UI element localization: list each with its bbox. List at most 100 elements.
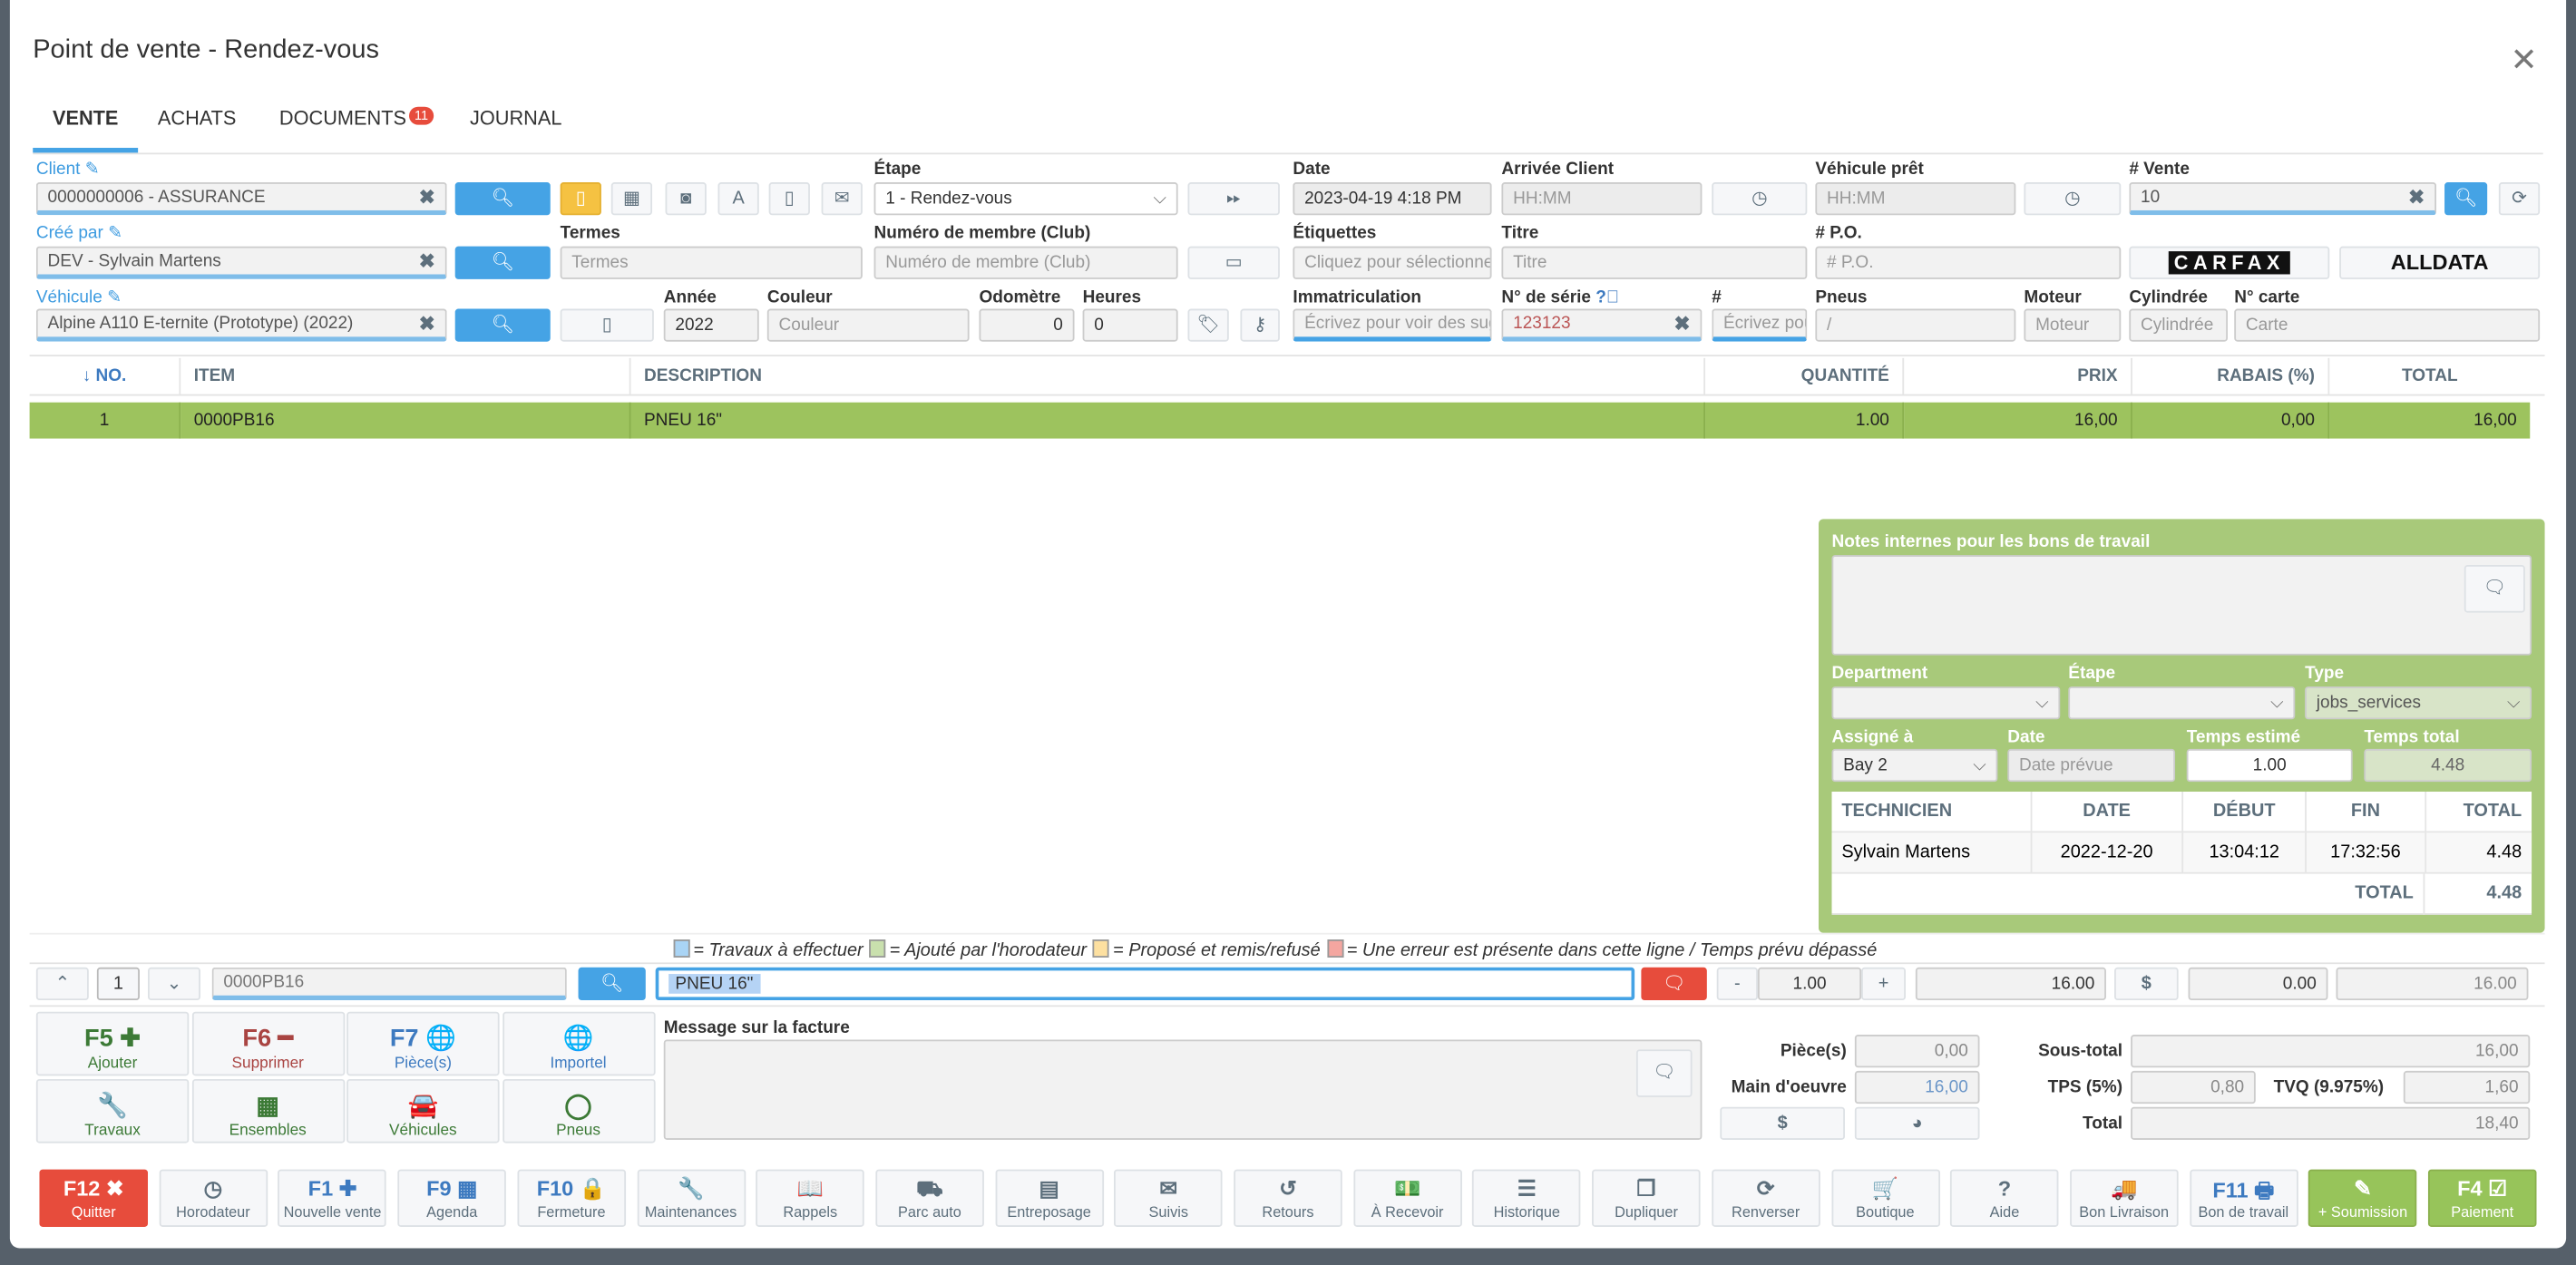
cylindree-field[interactable]: Cylindrée [2129,308,2228,342]
toolbar-bon-livraison-button[interactable]: 🚚 Bon Livraison [2069,1169,2179,1227]
carte-field[interactable]: Carte [2234,308,2541,342]
notes-textarea[interactable] [1831,555,2532,656]
arrivee-field[interactable]: HH:MM [1501,182,1703,216]
comment-icon[interactable]: 🗨︎ [1641,967,1707,1001]
vehicule-field[interactable]: Alpine A110 E-ternite (Prototype) (2022)… [35,308,447,342]
toolbar-rappels-button[interactable]: 📖 Rappels [756,1169,865,1227]
phone-icon[interactable]: ▯ [768,182,810,216]
chevron-down-icon[interactable]: ⌄ [148,967,200,1001]
etape-select[interactable]: 1 - Rendez-vous [873,182,1178,216]
department-select[interactable] [1831,686,2061,720]
toolbar-nouvelle-vente-button[interactable]: F1 ✚ Nouvelle vente [278,1169,387,1227]
titre-field[interactable]: Titre [1501,246,1808,279]
clock-icon[interactable]: ◷ [2024,182,2122,216]
client-field[interactable]: 0000000006 - ASSURANCE ✖ [35,182,447,216]
clear-icon[interactable]: ✖ [418,185,435,209]
price-field[interactable]: 16.00 [1915,967,2106,1001]
hash-field[interactable]: Écrivez pour voir [1712,308,1808,342]
toolbar-entreposage-button[interactable]: ▤ Entreposage [994,1169,1104,1227]
column-header-item[interactable]: ITEM [181,357,631,394]
comment-icon[interactable]: 🗨︎ [1635,1049,1693,1097]
toolbar-soumission-button[interactable]: ✎ + Soumission [2308,1169,2417,1227]
envelope-icon[interactable]: ✉ [821,182,863,216]
toolbar-parc-auto-button[interactable]: ⛟ Parc auto [875,1169,984,1227]
heures-field[interactable]: 0 [1082,308,1178,342]
toolbar-paiement-button[interactable]: F4 ☑ Paiement [2427,1169,2537,1227]
credit-card-icon[interactable]: ▭ [1187,246,1280,279]
alldata-button[interactable]: ALLDATA [2339,246,2541,279]
etiquettes-field[interactable]: Cliquez pour sélectionner [1293,246,1492,279]
annee-field[interactable]: 2022 [663,308,759,342]
action-pices-button[interactable]: F7 🌐 Pièce(s) [346,1011,500,1076]
column-header-total[interactable]: TOTAL [2401,365,2458,386]
refresh-icon[interactable]: ⟳ [2498,182,2541,216]
chevron-up-icon[interactable]: ⌃ [35,967,89,1001]
cree-par-search-button[interactable]: 🔍︎ [454,246,551,279]
column-header-prix[interactable]: PRIX [1904,357,2132,394]
type-select[interactable]: jobs_services [2305,686,2532,720]
pie-chart-icon[interactable]: ◕ [1854,1106,1980,1140]
dollar-icon[interactable]: $ [1720,1106,1845,1140]
qty-minus-button[interactable]: - [1716,967,1758,1001]
temps-estime-field[interactable]: 1.00 [2186,748,2353,783]
action-ensembles-button[interactable]: ▦ Ensembles [191,1078,345,1143]
toolbar-boutique-button[interactable]: 🛒 Boutique [1830,1169,1940,1227]
message-textarea[interactable] [663,1039,1703,1140]
tab-journal[interactable]: JOURNAL [470,106,562,131]
vehicule-label[interactable]: Véhicule ✎ [35,287,122,307]
vehicule-pret-field[interactable]: HH:MM [1815,182,2016,216]
note-icon[interactable]: ▯ [560,182,601,216]
tab-documents[interactable]: DOCUMENTS 11 [279,106,434,130]
assigne-select[interactable]: Bay 2 [1831,748,1998,783]
toolbar-agenda-button[interactable]: F9 ▦ Agenda [397,1169,507,1227]
toolbar-recevoir-button[interactable]: 💵 À Recevoir [1352,1169,1462,1227]
toolbar-dupliquer-button[interactable]: ❐ Dupliquer [1592,1169,1701,1227]
note-icon[interactable]: ▯ [560,308,654,342]
action-supprimer-button[interactable]: F6 ━ Supprimer [191,1011,345,1076]
cree-par-label[interactable]: Créé par ✎ [35,223,123,244]
column-header-rabais[interactable]: RABAIS (%) [2132,357,2330,394]
discount-field[interactable]: 0.00 [2188,967,2328,1001]
po-field[interactable]: # P.O. [1815,246,2122,279]
vente-search-button[interactable]: 🔍︎ [2444,182,2488,216]
vehicule-search-button[interactable]: 🔍︎ [454,308,551,342]
technician-row[interactable]: Sylvain Martens 2022-12-20 13:04:12 17:3… [1831,832,2532,874]
dollar-icon[interactable]: $ [2114,967,2179,1001]
clear-icon[interactable]: ✖ [1673,312,1691,336]
action-ajouter-button[interactable]: F5 ✚ Ajouter [35,1011,190,1076]
tab-vente[interactable]: VENTE [52,106,119,131]
column-header-no[interactable]: ↓ NO. [30,357,181,394]
toolbar-retours-button[interactable]: ↺ Retours [1234,1169,1342,1227]
clock-icon[interactable]: ◷ [1712,182,1808,216]
toolbar-horodateur-button[interactable]: ◷ Horodateur [159,1169,268,1227]
client-label[interactable]: Client ✎ [35,159,100,180]
carfax-button[interactable]: CARFAX [2129,246,2330,279]
moteur-field[interactable]: Moteur [2024,308,2122,342]
client-search-button[interactable]: 🔍︎ [454,182,551,216]
vente-field[interactable]: 10 ✖ [2129,182,2437,216]
item-field[interactable]: 0000PB16 [211,967,567,1001]
cree-par-field[interactable]: DEV - Sylvain Martens ✖ [35,246,447,279]
toolbar-fermeture-button[interactable]: F10 🔒 Fermeture [517,1169,626,1227]
money-icon[interactable]: ◙ [665,182,707,216]
qty-plus-button[interactable]: + [1861,967,1906,1001]
help-icon[interactable]: ?⃝ [1595,287,1620,307]
action-travaux-button[interactable]: 🔧 Travaux [35,1078,190,1143]
termes-field[interactable]: Termes [560,246,863,279]
clear-icon[interactable]: ✖ [418,249,435,273]
column-header-quantite[interactable]: QUANTITÉ [1705,357,1905,394]
clear-icon[interactable]: ✖ [418,312,435,336]
action-importel-button[interactable]: 🌐 Importel [502,1011,655,1076]
line-number[interactable]: 1 [96,967,140,1001]
membre-field[interactable]: Numéro de membre (Club) [873,246,1178,279]
column-header-description[interactable]: DESCRIPTION [631,357,1706,394]
description-field[interactable]: PNEU 16" [655,967,1635,1001]
close-icon[interactable]: ✕ [2510,43,2538,79]
toolbar-renverser-button[interactable]: ⟳ Renverser [1711,1169,1820,1227]
action-pneus-button[interactable]: ◯ Pneus [502,1078,655,1143]
action-vhicules-button[interactable]: 🚘 Véhicules [346,1078,500,1143]
tag-icon[interactable]: 🏷︎ [1187,308,1229,342]
calendar-icon[interactable]: ▦ [610,182,653,216]
pneus-field[interactable]: / [1815,308,2016,342]
qty-field[interactable]: 1.00 [1757,967,1862,1001]
